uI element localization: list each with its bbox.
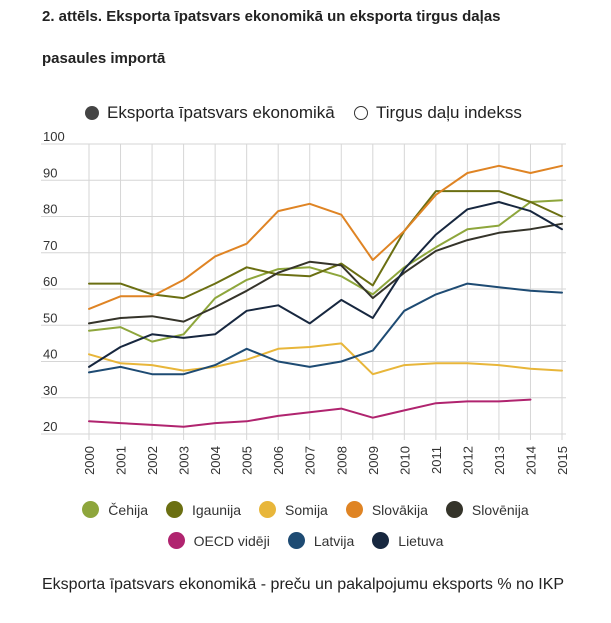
series-line-slovēnija — [88, 222, 563, 325]
series-line-oecd-vidēji — [88, 398, 532, 428]
legend-label: Slovēnija — [471, 501, 529, 518]
y-tick-label: 90 — [43, 165, 57, 180]
series-line-slovākija — [88, 164, 563, 310]
series-line-latvija — [88, 282, 563, 376]
x-tick-label: 2010 — [397, 446, 412, 475]
legend-row-1: Čehija Igaunija Somija Slovākija Slovēnija — [0, 501, 611, 518]
x-tick-label: 2004 — [208, 446, 223, 475]
legend-item[interactable]: Lietuva — [372, 532, 443, 549]
x-tick-label: 2007 — [303, 446, 318, 475]
series-lines — [88, 164, 563, 428]
y-tick-label: 100 — [43, 130, 65, 144]
legend-swatch-icon — [259, 501, 277, 518]
x-tick-label: 2000 — [82, 446, 97, 475]
y-tick-label: 70 — [43, 238, 57, 253]
y-tick-label: 80 — [43, 202, 57, 217]
legend-item[interactable]: Somija — [259, 501, 328, 518]
radio-unselected-icon — [354, 106, 368, 120]
y-tick-label: 40 — [43, 347, 57, 362]
legend-label: Slovākija — [371, 501, 428, 518]
y-tick-label: 50 — [43, 310, 57, 325]
y-tick-label: 60 — [43, 274, 57, 289]
series-line-lietuva — [88, 201, 563, 368]
x-tick-label: 2001 — [114, 446, 129, 475]
toggle-export-share[interactable]: Eksporta īpatsvars ekonomikā — [85, 103, 335, 123]
legend-swatch-icon — [287, 532, 305, 549]
series-line-igaunija — [88, 190, 563, 300]
legend-row-2: OECD vidēji Latvija Lietuva — [0, 532, 611, 549]
legend-item[interactable]: Slovākija — [345, 501, 428, 518]
legend-swatch-icon — [166, 501, 183, 518]
legend-item[interactable]: Slovēnija — [445, 501, 529, 518]
x-tick-label: 2015 — [555, 446, 570, 475]
legend-label: Igaunija — [192, 501, 242, 518]
series-line-čehija — [88, 199, 563, 343]
x-axis-ticks: 2000 2001 2002 2003 2004 2005 2006 2007 2008 2009… — [82, 446, 570, 475]
y-tick-label: 20 — [43, 419, 57, 434]
x-tick-label: 2012 — [460, 446, 475, 475]
chart-title-line-1: 2. attēls. Eksporta īpatsvars ekonomikā … — [42, 8, 501, 25]
x-tick-label: 2013 — [492, 446, 507, 475]
legend-label: Latvija — [313, 532, 355, 549]
gridlines — [41, 143, 566, 440]
x-tick-label: 2005 — [240, 446, 255, 475]
x-tick-label: 2002 — [145, 446, 160, 475]
legend-swatch-icon — [445, 501, 463, 518]
legend-item[interactable]: Igaunija — [166, 501, 241, 518]
toggle-market-share-index[interactable]: Tirgus daļu indekss — [354, 103, 522, 123]
x-tick-label: 2003 — [177, 446, 192, 475]
x-tick-label: 2009 — [366, 446, 381, 475]
chart-title-line-2: pasaules importā — [42, 50, 166, 67]
legend-label: Lietuva — [398, 532, 444, 549]
legend-swatch-icon — [345, 501, 363, 518]
legend-swatch-icon — [372, 532, 390, 549]
toggle-export-share-label: Eksporta īpatsvars ekonomikā — [107, 103, 335, 122]
y-tick-label: 30 — [43, 383, 57, 398]
line-chart: 20 30 40 50 60 70 80 90 100 2000 2001 2002 2003 2004… — [41, 130, 570, 475]
legend-swatch-icon — [167, 532, 185, 549]
radio-selected-icon — [85, 106, 99, 120]
toggle-market-share-index-label: Tirgus daļu indekss — [376, 103, 522, 122]
x-tick-label: 2006 — [271, 446, 286, 475]
legend-label: Somija — [285, 501, 328, 518]
legend-item[interactable]: Čehija — [82, 501, 148, 518]
legend-label: OECD vidēji — [193, 532, 270, 549]
x-tick-label: 2008 — [334, 446, 349, 475]
footnote: Eksporta īpatsvars ekonomikā - preču un … — [42, 576, 565, 593]
legend-swatch-icon — [82, 501, 100, 518]
legend-label: Čehija — [108, 501, 148, 518]
legend-item[interactable]: Latvija — [287, 532, 355, 549]
series-line-somija — [88, 342, 563, 376]
y-axis-ticks: 20 30 40 50 60 70 80 90 100 — [43, 130, 65, 434]
legend-item[interactable]: OECD vidēji — [167, 532, 270, 549]
x-tick-label: 2014 — [523, 446, 538, 475]
x-tick-label: 2011 — [429, 446, 444, 474]
